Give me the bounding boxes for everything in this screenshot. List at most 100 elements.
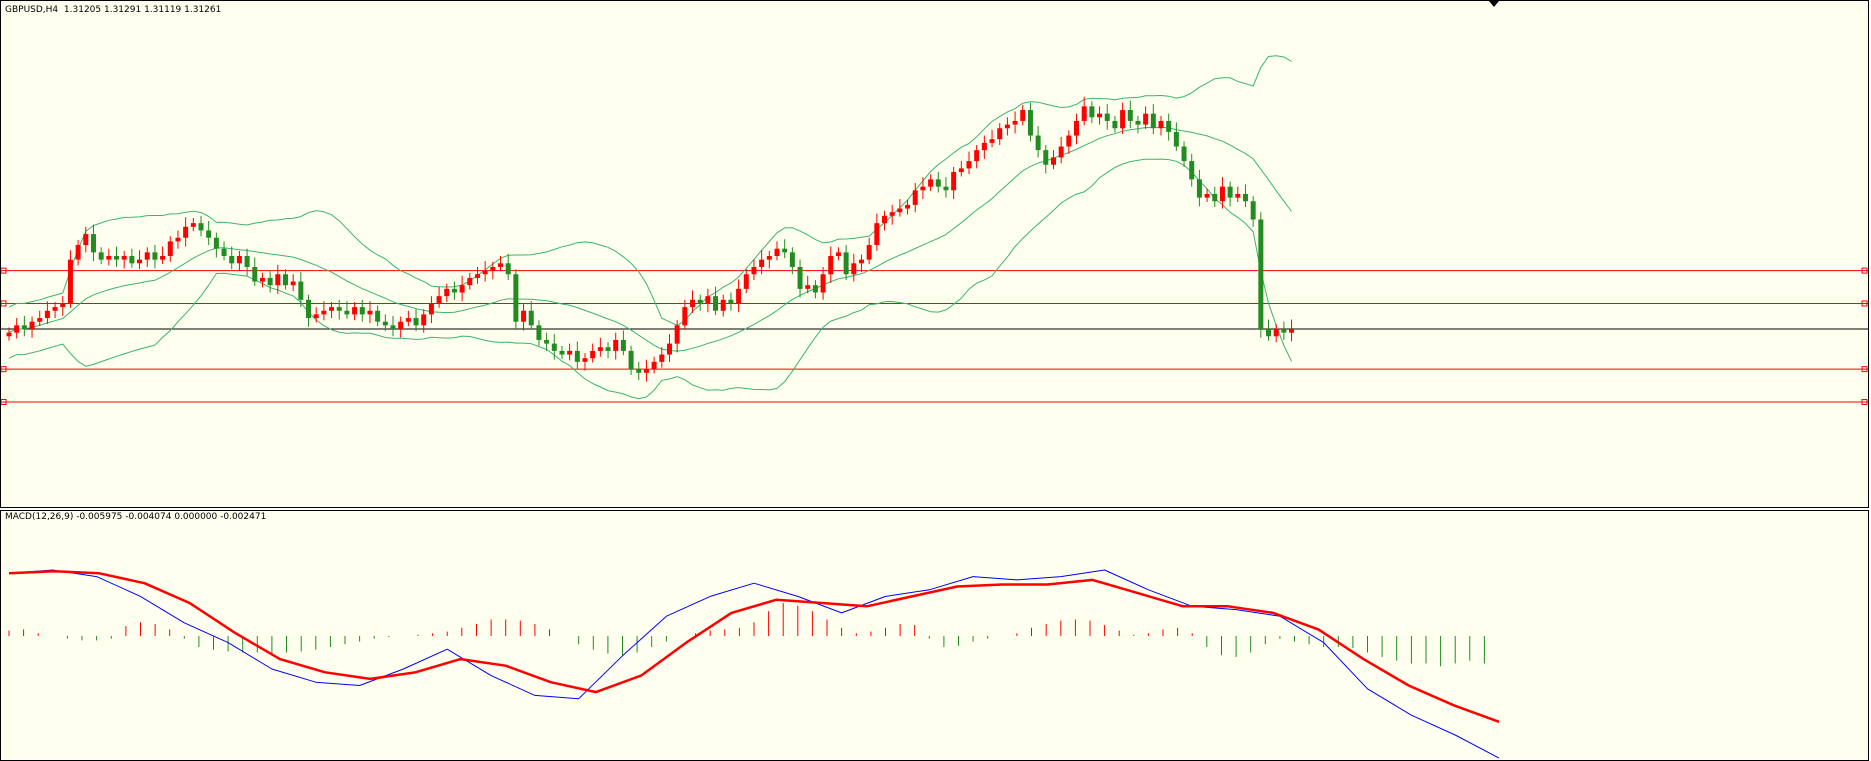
candle-body-bear (90, 234, 96, 253)
candle-body-bear (513, 274, 519, 322)
candle-body-bull (190, 223, 196, 227)
candle-body-bear (336, 307, 342, 311)
candle-body-bull (490, 266, 496, 271)
candle-body-bull (928, 179, 934, 187)
candle-body-bull (897, 208, 903, 213)
candle-body-bull (1120, 110, 1126, 129)
candle-body-bear (628, 350, 634, 370)
candle-body-bear (1035, 135, 1041, 151)
candle-body-bull (851, 263, 857, 275)
price-chart-panel[interactable]: GBPUSD,H4 1.31205 1.31291 1.31119 1.3126… (0, 0, 1869, 508)
candle-body-bull (820, 274, 826, 293)
candle-body-bull (29, 321, 35, 329)
candle-body-bear (114, 256, 120, 260)
candle-body-bull (467, 277, 473, 286)
candle-body-bear (505, 263, 511, 275)
candle-body-bull (290, 281, 296, 286)
candle-body-bull (912, 190, 918, 205)
candle-body-bull (398, 321, 404, 329)
candle-body-bear (789, 252, 795, 267)
candle-body-bull (1050, 157, 1056, 165)
candle-body-bull (905, 204, 911, 209)
candle-body-bull (498, 263, 504, 267)
candle-body-bull (766, 256, 772, 260)
candle-body-bull (835, 252, 841, 256)
candle-body-bear (728, 299, 734, 304)
candle-body-bear (697, 299, 703, 304)
level-anchor-right (1861, 267, 1868, 274)
candle-body-bear (382, 321, 388, 326)
candle-body-bull (137, 259, 143, 264)
candle-body-bull (597, 347, 603, 351)
candle-body-bull (421, 314, 427, 326)
candle-body-bull (183, 226, 189, 238)
candle-body-bull (52, 307, 58, 311)
candle-body-bull (874, 223, 880, 246)
candle-body-bull (75, 245, 81, 260)
candle-body-bear (797, 266, 803, 289)
candle-body-bear (1173, 131, 1179, 147)
candle-body-bear (1112, 120, 1118, 129)
candle-body-bear (943, 186, 949, 191)
candle-body-bull (690, 299, 696, 308)
candle-body-bull (1097, 113, 1103, 118)
candle-body-bull (167, 241, 173, 256)
candle-body-bear (1227, 186, 1233, 198)
candle-body-bear (213, 237, 219, 249)
candle-body-bull (1235, 193, 1241, 198)
candle-body-bull (106, 256, 112, 260)
candle-body-bear (1043, 150, 1049, 165)
candle-body-bear (451, 288, 457, 293)
candle-body-bear (1189, 161, 1195, 180)
candle-body-bull (997, 128, 1003, 140)
ohlc-values: 1.31205 1.31291 1.31119 1.31261 (63, 5, 222, 15)
candle-body-bull (705, 296, 711, 304)
macd-signal-line (8, 570, 1500, 723)
candle-body-bull (828, 256, 834, 275)
candle-body-bear (98, 252, 104, 260)
candle-body-bull (144, 252, 150, 260)
level-anchor-right (1861, 399, 1868, 405)
candle-body-bull (751, 266, 757, 275)
price-header: GBPUSD,H4 1.31205 1.31291 1.31119 1.3126… (5, 5, 221, 16)
candle-body-bull (444, 288, 450, 297)
level-anchor-right (1861, 366, 1868, 373)
candle-body-bull (920, 186, 926, 191)
candle-body-bull (428, 303, 434, 315)
macd-panel[interactable]: MACD(12,26,9) -0.005975 -0.004074 0.0000… (0, 510, 1869, 761)
candle-body-bear (206, 230, 212, 238)
chart-shift-marker[interactable] (1489, 1, 1499, 7)
candle-body-bull (236, 256, 242, 264)
candle-body-bull (175, 237, 181, 242)
candle-body-bear (198, 223, 204, 231)
candle-body-bull (659, 354, 665, 362)
candle-body-bear (244, 256, 250, 267)
candle-body-bull (521, 310, 527, 322)
candle-body-bear (1258, 219, 1264, 329)
candle-body-bull (951, 172, 957, 191)
candle-body-bull (121, 256, 127, 260)
symbol-timeframe: GBPUSD,H4 (5, 5, 59, 15)
candle-body-bull (1066, 135, 1072, 147)
candle-body-bull (682, 307, 688, 326)
candle-body-bull (83, 234, 89, 246)
level-anchor-left (1, 267, 7, 274)
candle-body-bear (1212, 193, 1218, 202)
candle-body-bear (1166, 120, 1172, 132)
candle-body-bear (129, 256, 135, 264)
candle-body-bear (359, 307, 365, 315)
candle-body-bull (329, 307, 335, 311)
candle-body-bull (44, 310, 50, 319)
candle-body-bear (843, 252, 849, 275)
candle-body-bull (482, 270, 488, 275)
candle-body-bull (352, 307, 358, 315)
candle-body-bull (259, 277, 265, 282)
level-anchor-right (1861, 300, 1868, 307)
candle-body-bear (1250, 201, 1256, 220)
candle-body-bull (989, 139, 995, 143)
candle-body-bull (666, 343, 672, 355)
candle-body-bull (736, 288, 742, 304)
candle-body-bull (14, 325, 20, 333)
candle-body-bull (1081, 106, 1087, 121)
